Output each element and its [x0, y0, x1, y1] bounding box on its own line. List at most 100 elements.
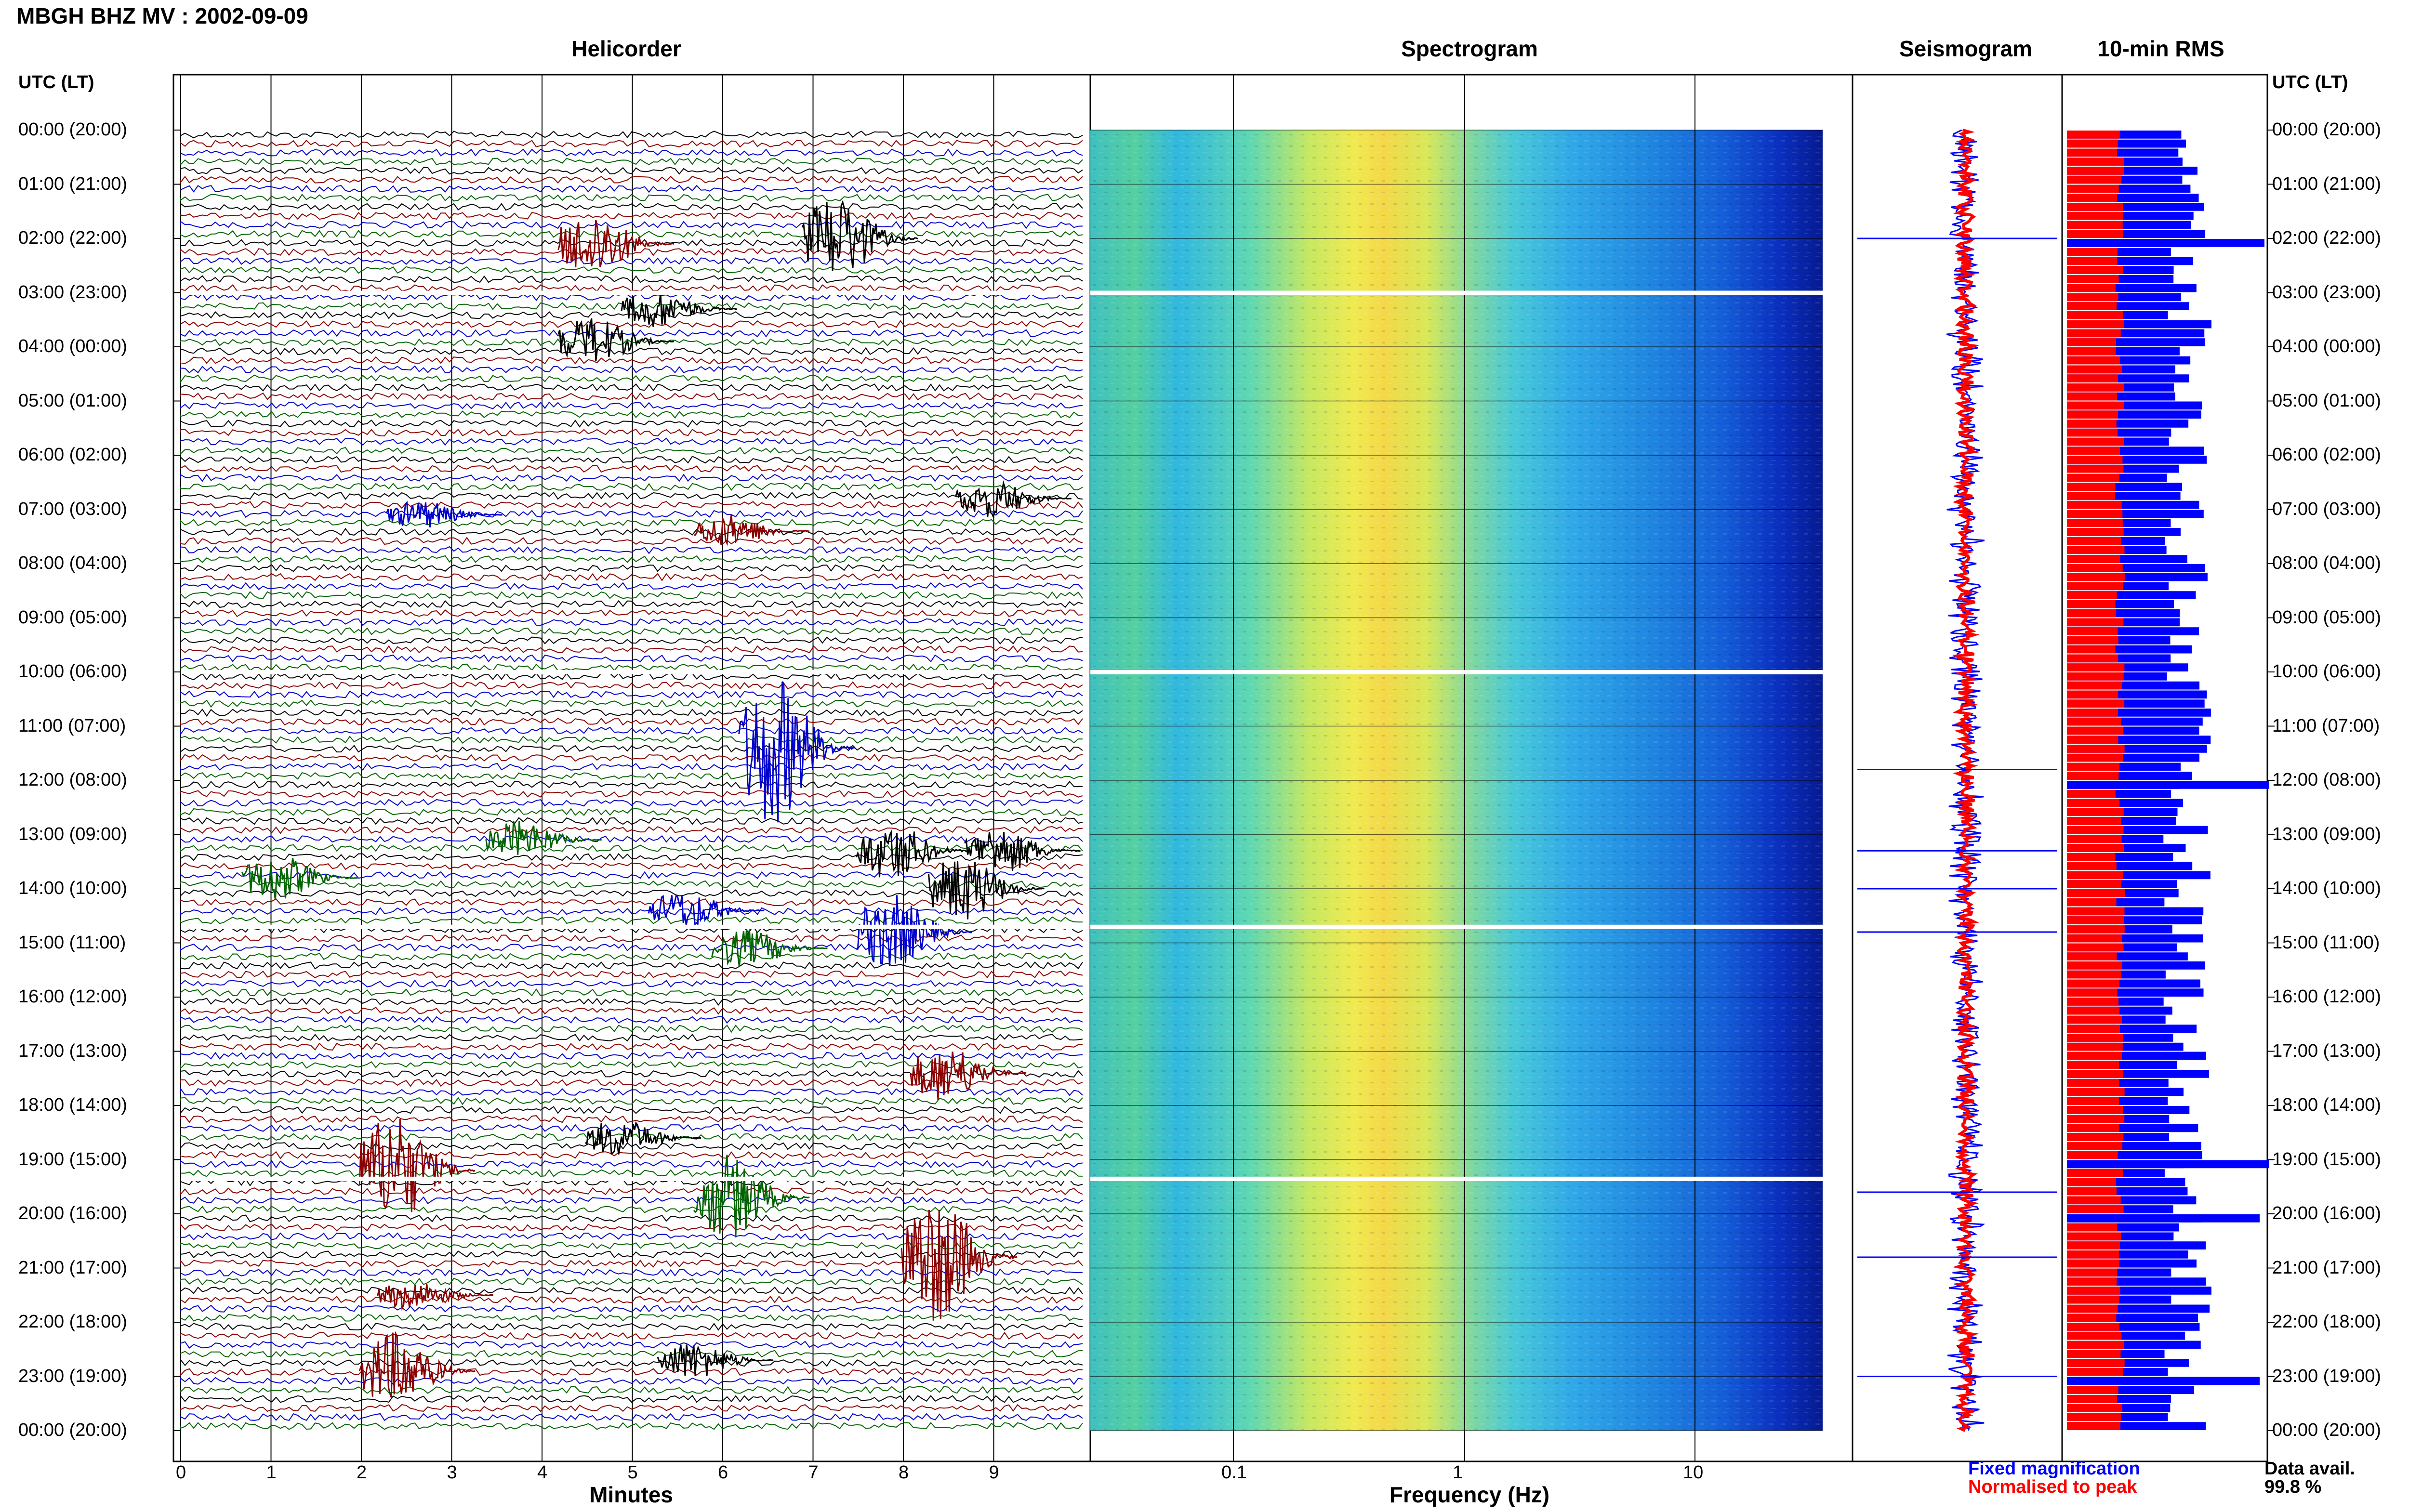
- rms-bar-normalised: [2067, 1115, 2125, 1123]
- helicorder-trace: [180, 988, 1083, 997]
- helicorder-trace: [180, 1422, 1083, 1430]
- minute-tick-label: 4: [537, 1462, 548, 1483]
- helicorder-trace: [180, 1214, 1083, 1223]
- rms-bar-normalised: [2067, 862, 2117, 870]
- time-label-left: 16:00 (12:00): [18, 986, 128, 1007]
- time-label-left: 06:00 (02:00): [18, 445, 128, 465]
- time-label-left: 15:00 (11:00): [18, 932, 126, 953]
- helicorder-trace: [180, 140, 1083, 148]
- helicorder-trace: [180, 1377, 1083, 1385]
- time-label-left: 09:00 (05:00): [18, 607, 128, 628]
- rms-bar-normalised: [2067, 302, 2117, 310]
- minute-tick-label: 2: [357, 1462, 367, 1483]
- rms-bar-normalised: [2067, 184, 2119, 193]
- helicorder-trace: [180, 1350, 1083, 1358]
- rms-bar-normalised: [2067, 456, 2123, 464]
- helicorder-event: [377, 1284, 493, 1311]
- rms-bar-normalised: [2067, 1142, 2123, 1150]
- rms-bar-normalised: [2067, 420, 2117, 428]
- helicorder-trace: [180, 464, 1083, 473]
- minute-tick-label: 0: [176, 1462, 186, 1483]
- helicorder-trace: [180, 1413, 1083, 1421]
- time-label-right: 08:00 (04:00): [2272, 553, 2382, 573]
- time-label-right: 23:00 (19:00): [2272, 1366, 2382, 1386]
- rms-bar-normalised: [2067, 464, 2124, 473]
- helicorder-trace: [180, 1404, 1083, 1412]
- rms-bar-normalised: [2067, 284, 2116, 292]
- rms-bar-normalised: [2067, 1205, 2124, 1213]
- rms-bar-normalised: [2067, 1088, 2125, 1096]
- rms-bar-normalised: [2067, 1042, 2123, 1051]
- rms-bar-normalised: [2067, 1097, 2119, 1105]
- rms-bar-normalised: [2067, 1052, 2122, 1060]
- rms-bar-normalised: [2067, 1304, 2118, 1313]
- rms-bar-normalised: [2067, 1350, 2121, 1358]
- helicorder-trace: [180, 167, 1083, 175]
- helicorder-trace: [180, 248, 1083, 256]
- rms-bar-normalised: [2067, 410, 2118, 419]
- helicorder-event: [241, 858, 358, 900]
- rms-bar-normalised: [2067, 167, 2124, 175]
- helicorder-trace: [180, 148, 1083, 157]
- helicorder-trace: [180, 998, 1083, 1006]
- rms-bar-normalised: [2067, 726, 2124, 735]
- helicorder-trace: [180, 1394, 1083, 1403]
- time-label-right: 12:00 (08:00): [2272, 770, 2382, 790]
- rms-bar-normalised: [2067, 573, 2125, 581]
- rms-bar-normalised: [2067, 880, 2122, 888]
- helicorder-trace: [180, 943, 1083, 952]
- helicorder-event: [557, 220, 675, 267]
- helicorder-trace: [180, 257, 1083, 265]
- rms-bar-peak: [2067, 1160, 2269, 1169]
- helicorder-trace: [180, 1367, 1083, 1377]
- rms-bar-normalised: [2067, 221, 2123, 229]
- rms-bar-normalised: [2067, 1078, 2119, 1087]
- rms-bar-normalised: [2067, 1395, 2117, 1403]
- helicorder-trace: [180, 1133, 1083, 1142]
- rms-bar-normalised: [2067, 907, 2125, 916]
- rms-bar-normalised: [2067, 428, 2118, 437]
- helicorder-trace: [180, 582, 1083, 591]
- helicorder-trace: [180, 1052, 1083, 1060]
- rms-bar-peak: [2067, 1214, 2260, 1223]
- helicorder-trace: [180, 663, 1083, 671]
- rms-bar-normalised: [2067, 1223, 2117, 1232]
- helicorder-trace: [180, 1105, 1083, 1114]
- helicorder-trace: [180, 131, 1083, 139]
- seismogram-normalised-trace: [1952, 129, 1980, 1432]
- time-label-right: 20:00 (16:00): [2272, 1203, 2382, 1223]
- rms-bar-normalised: [2067, 293, 2118, 302]
- time-label-right: 22:00 (18:00): [2272, 1312, 2382, 1332]
- helicorder-trace: [180, 799, 1083, 807]
- rms-bar-normalised: [2067, 1106, 2123, 1114]
- helicorder-trace: [180, 835, 1083, 843]
- rms-bar-normalised: [2067, 1331, 2122, 1340]
- rms-bar-normalised: [2067, 988, 2118, 997]
- helicorder-trace: [180, 907, 1083, 916]
- helicorder-trace: [180, 979, 1083, 988]
- time-label-right: 04:00 (00:00): [2272, 336, 2382, 356]
- rms-bar-normalised: [2067, 654, 2118, 663]
- rms-bar-normalised: [2067, 582, 2124, 591]
- helicorder-trace: [180, 1006, 1083, 1015]
- time-label-right: 21:00 (17:00): [2272, 1257, 2382, 1278]
- helicorder-trace: [180, 1322, 1083, 1331]
- helicorder-event: [358, 1331, 476, 1398]
- minute-tick-label: 6: [718, 1462, 728, 1483]
- rms-bar-normalised: [2067, 1178, 2117, 1186]
- rms-bar-normalised: [2067, 1404, 2123, 1412]
- helicorder-trace: [180, 1160, 1083, 1169]
- rms-bar-normalised: [2067, 365, 2122, 374]
- helicorder-trace: [180, 455, 1083, 464]
- time-label-right: 07:00 (03:00): [2272, 499, 2382, 519]
- rms-bar-normalised: [2067, 158, 2125, 166]
- time-label-left: 02:00 (22:00): [18, 228, 128, 248]
- rms-bar-normalised: [2067, 934, 2122, 943]
- rms-bar-normalised: [2067, 1386, 2118, 1394]
- rms-bar-normalised: [2067, 1196, 2121, 1205]
- rms-bar-normalised: [2067, 1070, 2123, 1078]
- time-label-left: 08:00 (04:00): [18, 553, 128, 573]
- time-label-right: 02:00 (22:00): [2272, 228, 2382, 248]
- minute-tick-label: 3: [447, 1462, 457, 1483]
- helicorder-event: [485, 821, 602, 855]
